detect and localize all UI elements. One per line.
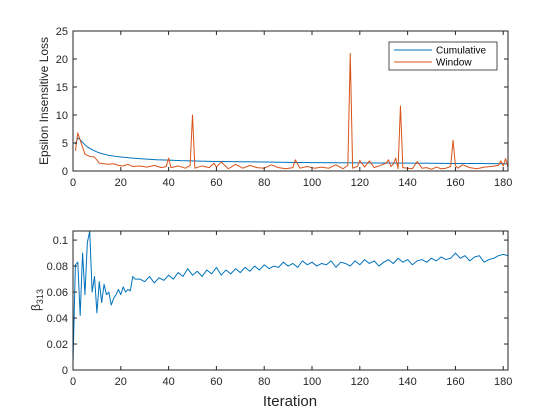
bottom-x-tick-label: 80 (258, 376, 270, 388)
top-y-tick-label: 15 (56, 82, 68, 94)
bottom-plot-area (73, 231, 508, 370)
bottom-x-tick-label: 0 (70, 376, 76, 388)
top-x-tick-label: 180 (494, 177, 512, 189)
bottom-x-tick-label: 20 (115, 376, 127, 388)
bottom-axes-box (72, 230, 509, 371)
top-y-tick-label: 20 (56, 54, 68, 66)
bottom-series-line-0 (72, 230, 509, 364)
bottom-x-tick-label: 140 (398, 376, 416, 388)
top-y-tick-label: 0 (62, 166, 68, 178)
bottom-x-tick-label: 40 (162, 376, 174, 388)
top-x-tick-label: 0 (70, 177, 76, 189)
bottom-x-tick-label: 180 (494, 376, 512, 388)
top-y-ticks: 0 5 10 15 20 25 (56, 26, 508, 178)
bottom-x-tick-label: 100 (303, 376, 321, 388)
bottom-x-tick-label: 160 (446, 376, 464, 388)
bottom-y-tick-label: 0 (62, 365, 68, 377)
top-x-ticks: 0 20 40 60 80 100 120 140 160 180 (70, 31, 512, 189)
bottom-x-tick-label: 60 (210, 376, 222, 388)
legend-label-cumulative: Cumulative (436, 46, 486, 57)
top-y-tick-label: 25 (56, 26, 68, 38)
bottom-y-tick-label: 0.06 (47, 287, 68, 299)
top-y-axis-label: Epsilon Insensitive Loss (37, 37, 51, 165)
bottom-y-axis-label-subscript: 313 (35, 289, 45, 304)
top-series-line-cumulative (74, 137, 508, 165)
bottom-y-axis-label: β313 (29, 289, 45, 311)
top-axes-box (72, 30, 509, 172)
top-x-tick-label: 120 (351, 177, 369, 189)
top-x-tick-label: 160 (446, 177, 464, 189)
bottom-x-ticks: 0 20 40 60 80 100 120 140 160 180 (70, 231, 512, 388)
top-series-group (74, 52, 509, 170)
bottom-y-tick-label: 0.02 (47, 339, 68, 351)
bottom-y-axis-label-main: β (29, 304, 43, 311)
legend-label-window: Window (436, 58, 472, 69)
bottom-series-group (72, 230, 509, 364)
top-x-tick-label: 80 (258, 177, 270, 189)
bottom-axes: 0 20 40 60 80 100 120 140 160 180 0 0.02 0.04 0.06 0.… (29, 230, 512, 410)
top-x-tick-label: 140 (398, 177, 416, 189)
top-y-tick-label: 5 (62, 138, 68, 150)
bottom-x-tick-label: 120 (351, 376, 369, 388)
top-x-tick-label: 100 (303, 177, 321, 189)
top-x-tick-label: 20 (115, 177, 127, 189)
top-x-tick-label: 60 (210, 177, 222, 189)
bottom-y-ticks: 0 0.02 0.04 0.06 0.08 0.1 (47, 235, 508, 377)
top-series-line-window (74, 52, 509, 170)
legend: Cumulative Window (388, 41, 498, 71)
top-x-tick-label: 40 (162, 177, 174, 189)
top-y-tick-label: 10 (56, 110, 68, 122)
bottom-x-axis-label: Iteration (263, 393, 317, 410)
bottom-y-tick-label: 0.08 (47, 261, 68, 273)
bottom-y-tick-label: 0.04 (47, 313, 68, 325)
top-axes: 0 20 40 60 80 100 120 140 160 180 0 5 10 15 20 25 Epsi… (37, 26, 512, 189)
bottom-y-tick-label: 0.1 (53, 235, 68, 247)
legend-box (388, 41, 498, 71)
